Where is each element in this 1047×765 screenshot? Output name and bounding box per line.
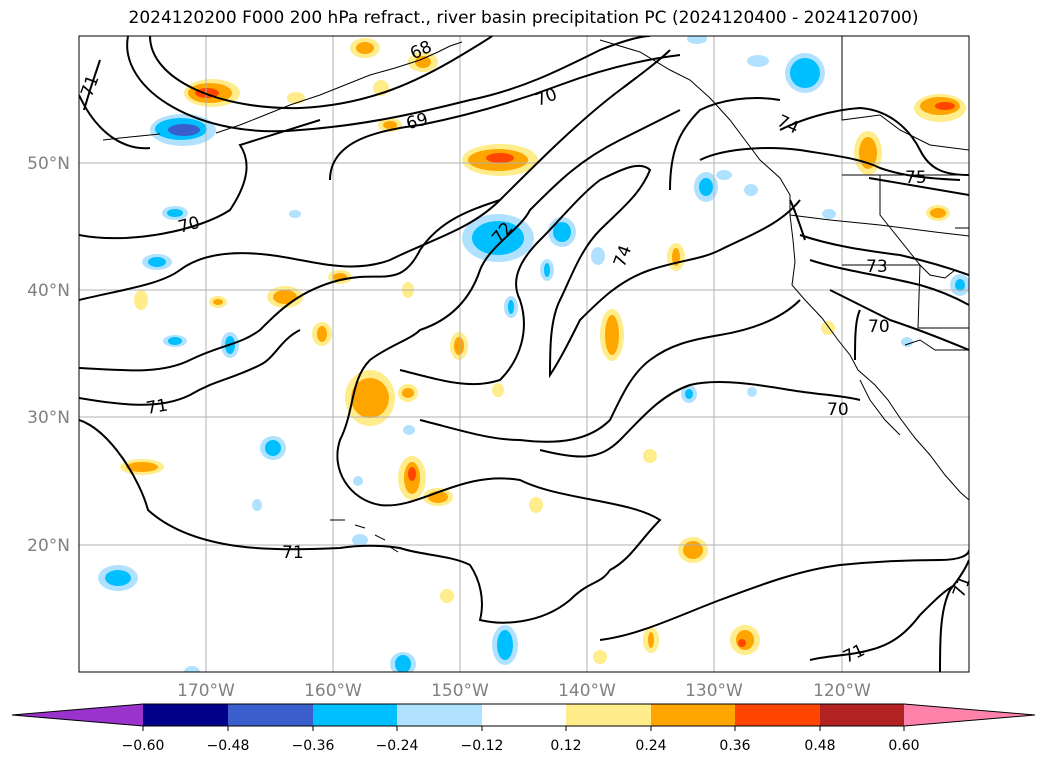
colorbar-extend-high xyxy=(904,704,1035,726)
colorbar-swatch xyxy=(228,704,313,726)
contour-label: 70 xyxy=(868,317,890,337)
contour-label: 75 xyxy=(905,168,927,188)
colorbar-tick: −0.36 xyxy=(292,738,335,754)
lat-label-40n: 40°N xyxy=(27,281,70,301)
lon-label-120w: 120°W xyxy=(813,681,871,701)
contour-label: 71 xyxy=(949,573,975,600)
colorbar-swatch xyxy=(735,704,820,726)
colorbar-swatch xyxy=(313,704,397,726)
colorbar-tick: 0.48 xyxy=(804,738,835,754)
colorbar-swatch xyxy=(397,704,482,726)
contour-label: 73 xyxy=(866,257,888,277)
map-panel: 71 68 69 70 74 75 70 72 74 73 70 71 70 7… xyxy=(79,36,975,672)
lat-label-50n: 50°N xyxy=(27,154,70,174)
contour-label: 71 xyxy=(282,543,304,563)
lon-label-140w: 140°W xyxy=(558,681,616,701)
map-frame xyxy=(78,35,970,673)
colorbar-swatch xyxy=(820,704,904,726)
colorbar-swatch xyxy=(143,704,228,726)
colorbar-tick: −0.24 xyxy=(376,738,419,754)
contour-label: 71 xyxy=(145,395,170,418)
longitude-labels: 170°W 160°W 150°W 140°W 130°W 120°W xyxy=(177,681,871,701)
colorbar-tick: −0.60 xyxy=(122,738,165,754)
lon-label-130w: 130°W xyxy=(685,681,743,701)
lat-label-30n: 30°N xyxy=(27,408,70,428)
colorbar-extend-low xyxy=(12,704,143,726)
colorbar-tick: −0.12 xyxy=(461,738,504,754)
lon-label-160w: 160°W xyxy=(304,681,362,701)
graticule xyxy=(79,36,969,672)
coastlines xyxy=(102,36,969,553)
refractivity-contours xyxy=(79,36,969,672)
colorbar-swatch xyxy=(651,704,735,726)
map-title: 2024120200 F000 200 hPa refract., river … xyxy=(128,8,919,28)
lon-label-150w: 150°W xyxy=(431,681,489,701)
colorbar-tick: 0.36 xyxy=(719,738,750,754)
colorbar-swatch xyxy=(482,704,566,726)
colorbar-tick: 0.24 xyxy=(635,738,666,754)
lat-label-20n: 20°N xyxy=(27,536,70,556)
colorbar-tick: 0.12 xyxy=(550,738,581,754)
colorbar-swatch xyxy=(566,704,651,726)
precip-shading xyxy=(98,36,969,672)
lon-label-170w: 170°W xyxy=(177,681,235,701)
colorbar: −0.60 −0.48 −0.36 −0.24 −0.12 0.12 0.24 … xyxy=(11,703,1036,754)
colorbar-tick: 0.60 xyxy=(888,738,919,754)
colorbar-tick: −0.48 xyxy=(207,738,250,754)
latitude-labels: 50°N 40°N 30°N 20°N xyxy=(27,154,70,556)
contour-label: 70 xyxy=(827,400,849,420)
